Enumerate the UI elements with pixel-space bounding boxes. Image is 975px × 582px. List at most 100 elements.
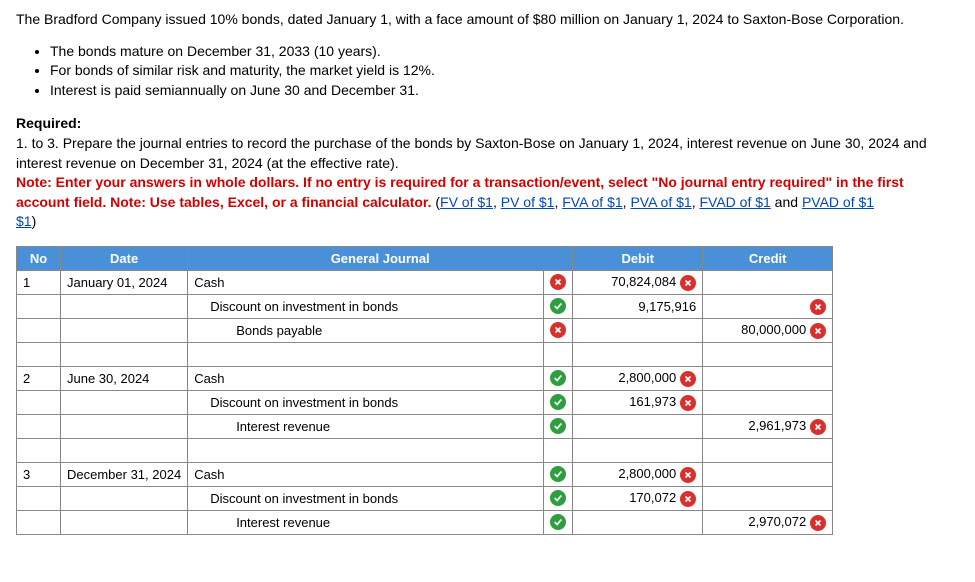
table-row: 2June 30, 2024Cash 2,800,000 [17, 366, 833, 390]
check-icon [550, 490, 566, 506]
x-icon [810, 299, 826, 315]
cell-no: 2 [17, 366, 61, 390]
cell-debit[interactable]: 2,800,000 [573, 366, 703, 390]
x-icon [810, 515, 826, 531]
cell-account[interactable]: Cash [188, 462, 544, 486]
cell-date[interactable] [61, 294, 188, 318]
cell-credit[interactable] [703, 294, 833, 318]
cell-row-mark [544, 270, 573, 294]
cell-no [17, 294, 61, 318]
x-icon [680, 467, 696, 483]
cell-credit[interactable] [703, 462, 833, 486]
cell-empty [573, 342, 703, 366]
link-fvad[interactable]: FVAD of $1 [699, 194, 770, 210]
bullet-item: The bonds mature on December 31, 2033 (1… [50, 42, 959, 62]
cell-credit[interactable] [703, 270, 833, 294]
cell-debit[interactable]: 170,072 [573, 486, 703, 510]
x-icon [550, 274, 566, 290]
cell-credit[interactable] [703, 486, 833, 510]
check-icon [550, 298, 566, 314]
cell-credit[interactable] [703, 366, 833, 390]
table-row [17, 438, 833, 462]
header-credit: Credit [703, 246, 833, 270]
cell-debit[interactable] [573, 414, 703, 438]
cell-date[interactable] [61, 510, 188, 534]
cell-empty [17, 342, 61, 366]
link-tail[interactable]: $1 [16, 213, 32, 229]
cell-row-mark [544, 390, 573, 414]
cell-row-mark [544, 486, 573, 510]
check-icon [550, 418, 566, 434]
cell-date[interactable] [61, 390, 188, 414]
check-icon [550, 394, 566, 410]
x-icon [680, 395, 696, 411]
table-row: Interest revenue 2,961,973 [17, 414, 833, 438]
x-icon [550, 322, 566, 338]
cell-no: 1 [17, 270, 61, 294]
cell-credit[interactable]: 80,000,000 [703, 318, 833, 342]
cell-credit[interactable]: 2,961,973 [703, 414, 833, 438]
cell-debit[interactable] [573, 318, 703, 342]
cell-debit[interactable]: 9,175,916 [573, 294, 703, 318]
header-debit: Debit [573, 246, 703, 270]
table-row: Discount on investment in bonds 170,072 [17, 486, 833, 510]
cell-no [17, 486, 61, 510]
cell-credit[interactable] [703, 390, 833, 414]
cell-account[interactable]: Discount on investment in bonds [188, 486, 544, 510]
cell-date[interactable]: June 30, 2024 [61, 366, 188, 390]
cell-row-mark [544, 462, 573, 486]
cell-date[interactable]: December 31, 2024 [61, 462, 188, 486]
x-icon [680, 491, 696, 507]
cell-date[interactable]: January 01, 2024 [61, 270, 188, 294]
table-row [17, 342, 833, 366]
cell-debit[interactable]: 161,973 [573, 390, 703, 414]
cell-no [17, 390, 61, 414]
link-fva[interactable]: FVA of $1 [562, 194, 622, 210]
cell-credit[interactable]: 2,970,072 [703, 510, 833, 534]
cell-account[interactable]: Interest revenue [188, 510, 544, 534]
bullet-item: For bonds of similar risk and maturity, … [50, 61, 959, 81]
required-label: Required: [16, 115, 81, 131]
cell-empty [703, 342, 833, 366]
table-row: 1January 01, 2024Cash 70,824,084 [17, 270, 833, 294]
table-row: Interest revenue 2,970,072 [17, 510, 833, 534]
cell-date[interactable] [61, 414, 188, 438]
cell-debit[interactable] [573, 510, 703, 534]
cell-empty [544, 438, 573, 462]
cell-account[interactable]: Cash [188, 366, 544, 390]
cell-row-mark [544, 366, 573, 390]
link-fv[interactable]: FV of $1 [440, 194, 493, 210]
cell-account[interactable]: Bonds payable [188, 318, 544, 342]
cell-empty [61, 438, 188, 462]
cell-empty [544, 342, 573, 366]
table-row: 3December 31, 2024Cash2,800,000 [17, 462, 833, 486]
cell-account[interactable]: Interest revenue [188, 414, 544, 438]
required-block: Required: 1. to 3. Prepare the journal e… [16, 114, 959, 232]
journal-table: No Date General Journal Debit Credit 1Ja… [16, 246, 833, 535]
cell-row-mark [544, 318, 573, 342]
link-pvad[interactable]: PVAD of $1 [802, 194, 874, 210]
cell-empty [188, 342, 544, 366]
link-pv[interactable]: PV of $1 [501, 194, 555, 210]
cell-empty [573, 438, 703, 462]
cell-account[interactable]: Discount on investment in bonds [188, 294, 544, 318]
x-icon [680, 275, 696, 291]
cell-debit[interactable]: 2,800,000 [573, 462, 703, 486]
x-icon [810, 419, 826, 435]
cell-empty [17, 438, 61, 462]
link-pva[interactable]: PVA of $1 [630, 194, 691, 210]
cell-date[interactable] [61, 318, 188, 342]
cell-debit[interactable]: 70,824,084 [573, 270, 703, 294]
cell-account[interactable]: Cash [188, 270, 544, 294]
table-row: Discount on investment in bonds 161,973 [17, 390, 833, 414]
check-icon [550, 514, 566, 530]
cell-row-mark [544, 414, 573, 438]
cell-empty [703, 438, 833, 462]
bullet-list: The bonds mature on December 31, 2033 (1… [50, 42, 959, 101]
x-icon [680, 371, 696, 387]
cell-row-mark [544, 294, 573, 318]
cell-empty [61, 342, 188, 366]
x-icon [810, 323, 826, 339]
cell-account[interactable]: Discount on investment in bonds [188, 390, 544, 414]
cell-date[interactable] [61, 486, 188, 510]
